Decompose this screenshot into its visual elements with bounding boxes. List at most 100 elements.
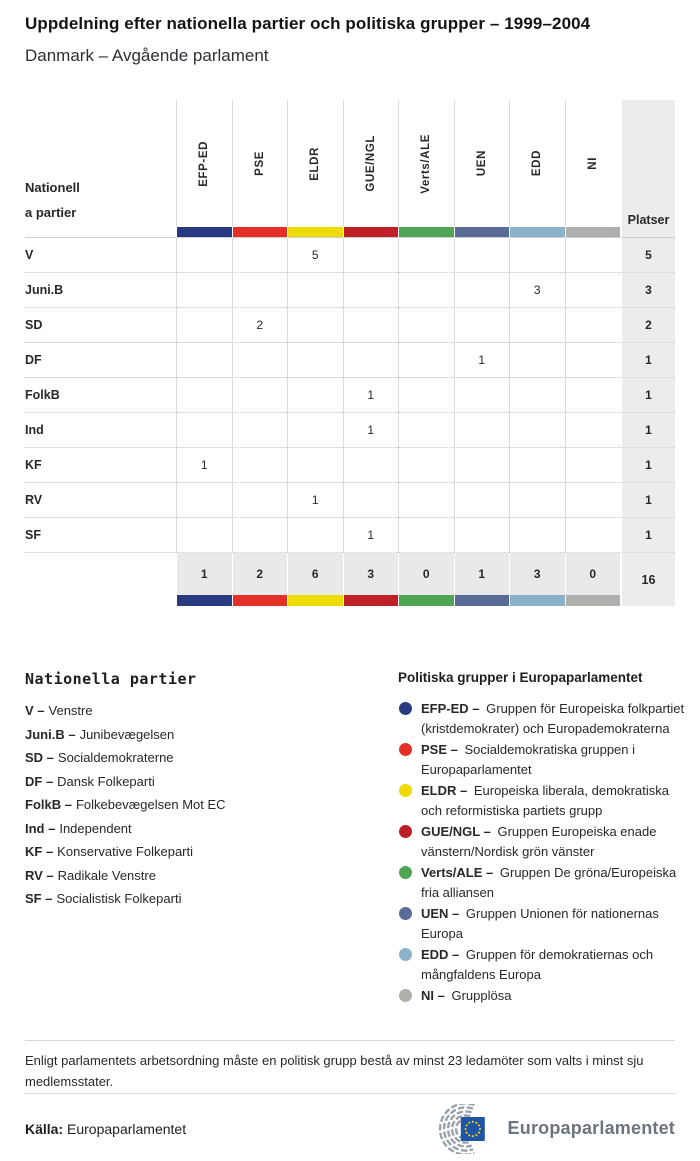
legend-group-item: UEN – Gruppen Unionen för nationernas Eu…: [398, 904, 686, 943]
group-column-label: Verts/ALE: [420, 133, 433, 194]
source-label: Källa:: [25, 1120, 64, 1137]
party-name: Venstre: [48, 703, 93, 718]
party-name: Konservative Folkeparti: [57, 844, 194, 859]
group-color-bar-bottom: [342, 595, 398, 606]
legend-political-groups: Politiska grupper i Europaparlamentet EF…: [398, 670, 686, 1008]
party-abbr: RV –: [25, 867, 54, 883]
party-row-label: SD: [25, 308, 176, 343]
legend-national-item: KF – Konservative Folkeparti: [25, 844, 365, 859]
group-color-bar: [176, 227, 232, 238]
group-description: ELDR – Europeiska liberala, demokratiska…: [421, 781, 686, 820]
party-name: Dansk Folkeparti: [57, 773, 155, 789]
legend-national-item: V – Venstre: [25, 703, 365, 718]
groups-legend-heading: Politiska grupper i Europaparlamentet: [398, 670, 643, 685]
seat-cell: [176, 413, 232, 448]
group-desc-text: Grupplösa: [447, 988, 512, 1003]
page-title: Uppdelning efter nationella partier och …: [25, 14, 591, 33]
group-color-bar: [509, 227, 565, 238]
party-abbr: Ind –: [25, 820, 56, 836]
group-column-header: GUE/NGL: [342, 100, 399, 227]
seat-cell: [398, 448, 454, 483]
party-abbr: V –: [25, 703, 45, 718]
group-column-label: UEN: [475, 150, 488, 177]
seat-cell: [231, 273, 287, 308]
party-row-label: Juni.B: [25, 273, 176, 308]
group-abbr: Verts/ALE –: [421, 865, 494, 880]
group-total-cell: 3: [342, 553, 398, 595]
group-total-cell: 3: [509, 553, 565, 595]
group-column-label: EFP-ED: [198, 140, 211, 187]
seat-cell: [231, 413, 287, 448]
seat-cell: [398, 273, 454, 308]
seat-cell: [509, 413, 565, 448]
seat-cell: [564, 238, 620, 273]
seat-cell: [176, 273, 232, 308]
party-total-cell: 3: [620, 273, 675, 308]
seat-cell: [398, 378, 454, 413]
seat-cell: [453, 238, 509, 273]
group-color-bar: [342, 227, 398, 238]
seat-cell: 3: [509, 273, 565, 308]
group-color-dot: [399, 743, 412, 756]
seat-cell: [453, 378, 509, 413]
group-color-dot: [399, 825, 412, 838]
seat-cell: [398, 308, 454, 343]
seat-cell: [564, 518, 620, 553]
grand-total-cell: 16: [620, 553, 675, 606]
group-color-bar-bottom: [509, 595, 565, 606]
seat-cell: [287, 308, 343, 343]
seats-column-header: Platser: [620, 100, 675, 238]
group-abbr: GUE/NGL –: [421, 824, 491, 839]
group-color-bar: [398, 227, 454, 238]
group-color-dot: [399, 784, 412, 797]
party-name: Socialdemokraterne: [57, 750, 174, 765]
legend-national-parties: Nationella partier V – Venstre Juni.B – Jun…: [25, 670, 365, 915]
seat-cell: [231, 483, 287, 518]
seat-cell: [398, 238, 454, 273]
seat-cell: [564, 448, 620, 483]
group-description: EDD – Gruppen för demokratiernas och mån…: [421, 945, 686, 984]
seat-cell: [564, 378, 620, 413]
national-legend-heading: Nationella partier: [25, 670, 197, 688]
seat-cell: [176, 378, 232, 413]
seat-cell: [287, 518, 343, 553]
seat-cell: [398, 518, 454, 553]
seat-cell: [176, 343, 232, 378]
group-column-header: EFP-ED: [176, 100, 232, 227]
seat-cell: [342, 448, 398, 483]
seat-cell: [564, 273, 620, 308]
seat-cell: [287, 448, 343, 483]
party-total-cell: 1: [620, 413, 675, 448]
group-column-header: Verts/ALE: [398, 100, 454, 227]
seat-cell: [509, 308, 565, 343]
legend-national-item: Ind – Independent: [25, 821, 365, 836]
party-total-cell: 1: [620, 343, 675, 378]
party-row-label: KF: [25, 448, 176, 483]
group-total-cell: 0: [564, 553, 620, 595]
group-column-label: GUE/NGL: [364, 135, 377, 192]
seat-cell: [509, 343, 565, 378]
group-desc-text: Europeiska liberala, demokratiska och re…: [421, 783, 669, 818]
seat-cell: [398, 483, 454, 518]
group-color-dot: [399, 989, 412, 1002]
seat-cell: [176, 483, 232, 518]
source-row: Källa: Europaparlamentet: [25, 1093, 675, 1159]
party-abbr: FolkB –: [25, 797, 72, 812]
european-parliament-logo: Europaparlamentet: [424, 1103, 675, 1154]
legend-national-item: RV – Radikale Venstre: [25, 868, 365, 883]
seat-cell: [509, 518, 565, 553]
group-description: Verts/ALE – Gruppen De gröna/Europeiska …: [421, 863, 686, 902]
legend-national-item: SD – Socialdemokraterne: [25, 750, 365, 765]
seat-cell: [509, 378, 565, 413]
legend-group-item: PSE – Socialdemokratiska gruppen i Europ…: [398, 740, 686, 779]
seat-cell: 2: [231, 308, 287, 343]
seat-cell: [231, 378, 287, 413]
row-header-line: a partier: [25, 205, 77, 220]
group-column-header: EDD: [509, 100, 565, 227]
legend-group-item: NI – Grupplösa: [398, 986, 686, 1006]
seat-cell: 1: [287, 483, 343, 518]
group-desc-text: Gruppen Unionen för nationernas Europa: [421, 906, 659, 941]
group-abbr: UEN –: [421, 906, 460, 921]
seat-cell: [453, 413, 509, 448]
